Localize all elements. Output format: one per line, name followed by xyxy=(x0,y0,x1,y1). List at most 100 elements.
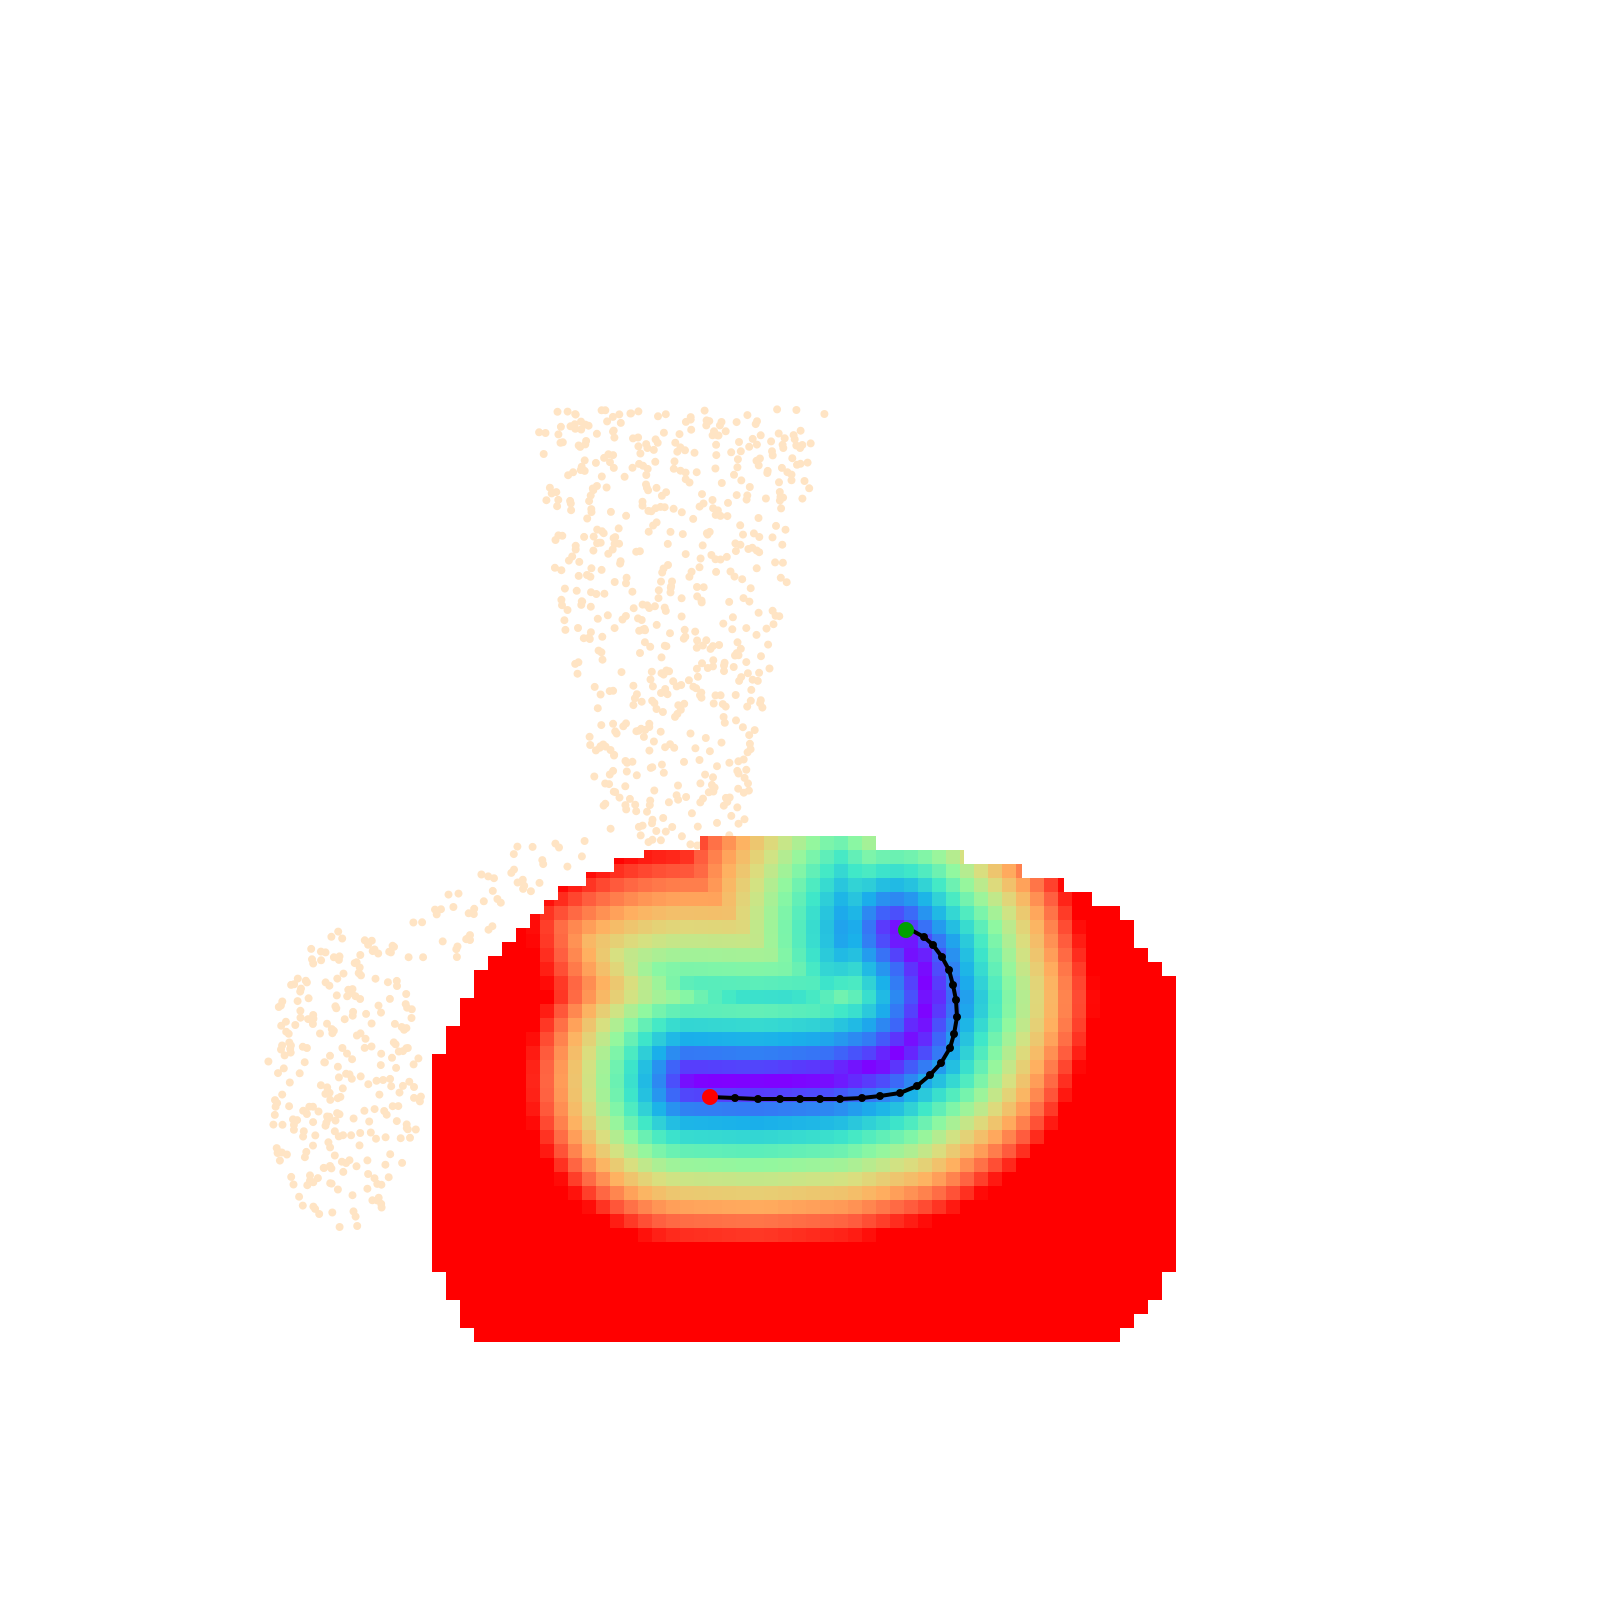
heatmap-cell xyxy=(1114,1214,1129,1229)
heatmap-cell xyxy=(1114,850,1129,865)
cloud-point xyxy=(404,953,413,962)
heatmap-cell xyxy=(1058,1116,1073,1131)
heatmap-cell xyxy=(708,1200,723,1215)
heatmap-cell xyxy=(442,920,457,935)
cloud-point xyxy=(698,490,706,499)
heatmap-cell xyxy=(918,920,933,935)
cloud-point xyxy=(800,477,809,485)
cloud-point xyxy=(693,636,702,645)
heatmap-cell xyxy=(680,1032,695,1047)
heatmap-cell xyxy=(1016,1298,1031,1313)
cloud-point xyxy=(385,994,394,1003)
cloud-point xyxy=(742,765,751,774)
heatmap-cell xyxy=(918,906,933,921)
heatmap-cell xyxy=(1030,1284,1045,1299)
heatmap-cell xyxy=(736,1102,751,1117)
heatmap-cell xyxy=(638,1144,653,1159)
heatmap-cell xyxy=(694,990,709,1005)
heatmap-cell xyxy=(932,962,947,977)
heatmap-cell xyxy=(876,1172,891,1187)
heatmap-cell xyxy=(1002,1270,1017,1285)
heatmap-cell xyxy=(792,1018,807,1033)
heatmap-cell xyxy=(750,1186,765,1201)
heatmap-cell xyxy=(1128,906,1143,921)
heatmap-cell xyxy=(932,836,947,837)
heatmap-cell xyxy=(834,1018,849,1033)
heatmap-cell xyxy=(792,850,807,865)
heatmap-cell xyxy=(876,906,891,921)
heatmap-cell xyxy=(456,1046,471,1061)
cloud-point xyxy=(372,1076,381,1085)
heatmap-cell xyxy=(806,864,821,879)
heatmap-cell xyxy=(974,1214,989,1229)
cloud-point xyxy=(563,407,572,416)
heatmap-cell xyxy=(750,892,765,907)
heatmap-cell xyxy=(792,1298,807,1313)
heatmap-cell xyxy=(792,1116,807,1131)
heatmap-cell xyxy=(694,850,709,865)
cloud-point xyxy=(652,518,661,527)
heatmap-cell xyxy=(596,1032,611,1047)
heatmap-cell xyxy=(862,1242,877,1257)
heatmap-cell xyxy=(890,1074,905,1089)
heatmap-cell xyxy=(694,934,709,949)
heatmap-cell xyxy=(1030,836,1045,837)
heatmap-cell xyxy=(1156,934,1171,949)
heatmap-cell xyxy=(1156,850,1171,865)
heatmap-cell xyxy=(540,1060,555,1075)
heatmap-cell xyxy=(470,1074,485,1089)
heatmap-cell xyxy=(442,1144,457,1159)
heatmap-cell xyxy=(624,892,639,907)
heatmap-cell xyxy=(862,878,877,893)
heatmap-cell xyxy=(918,1312,933,1327)
heatmap-cell xyxy=(652,1172,667,1187)
heatmap-cell xyxy=(932,1158,947,1173)
heatmap-cell xyxy=(1044,1018,1059,1033)
heatmap-cell xyxy=(918,1088,933,1103)
cloud-point xyxy=(289,1180,298,1189)
cloud-point xyxy=(597,721,606,730)
heatmap-cell xyxy=(1002,1032,1017,1047)
cloud-point xyxy=(638,600,647,609)
heatmap-cell xyxy=(834,1284,849,1299)
heatmap-cell xyxy=(806,934,821,949)
cloud-point xyxy=(535,878,544,887)
cloud-point xyxy=(399,1047,407,1056)
heatmap-cell xyxy=(1072,906,1087,921)
heatmap-cell xyxy=(442,1172,457,1187)
cloud-point xyxy=(689,682,698,691)
heatmap-cell xyxy=(1086,976,1101,991)
heatmap-cell xyxy=(834,1060,849,1075)
heatmap-cell xyxy=(1142,1214,1157,1229)
heatmap-cell xyxy=(680,1214,695,1229)
heatmap-cell xyxy=(666,920,681,935)
heatmap-cell xyxy=(512,1088,527,1103)
cloud-point xyxy=(338,1044,347,1052)
heatmap-cell xyxy=(1114,976,1129,991)
heatmap-cell xyxy=(442,1088,457,1103)
heatmap-cell xyxy=(764,1228,779,1243)
heatmap-cell xyxy=(512,934,527,949)
cloud-point xyxy=(789,431,798,440)
heatmap-cell xyxy=(1128,1130,1143,1145)
heatmap-cell xyxy=(1086,1284,1101,1299)
heatmap-cell xyxy=(624,1214,639,1229)
heatmap-cell xyxy=(904,1284,919,1299)
heatmap-cell xyxy=(708,934,723,949)
heatmap-cell xyxy=(806,1144,821,1159)
heatmap-cell xyxy=(806,1130,821,1145)
cloud-point xyxy=(321,948,330,957)
cloud-point xyxy=(590,772,599,781)
heatmap-cell xyxy=(610,1088,625,1103)
cloud-point xyxy=(629,681,638,690)
heatmap-cell xyxy=(876,1032,891,1047)
cloud-point xyxy=(648,815,657,824)
heatmap-cell xyxy=(890,934,905,949)
heatmap-cell xyxy=(582,1158,597,1173)
heatmap-cell xyxy=(596,906,611,921)
heatmap-cell xyxy=(890,976,905,991)
heatmap-cell xyxy=(974,1298,989,1313)
heatmap-cell xyxy=(792,1144,807,1159)
heatmap-cell xyxy=(988,962,1003,977)
heatmap-cell xyxy=(890,1102,905,1117)
